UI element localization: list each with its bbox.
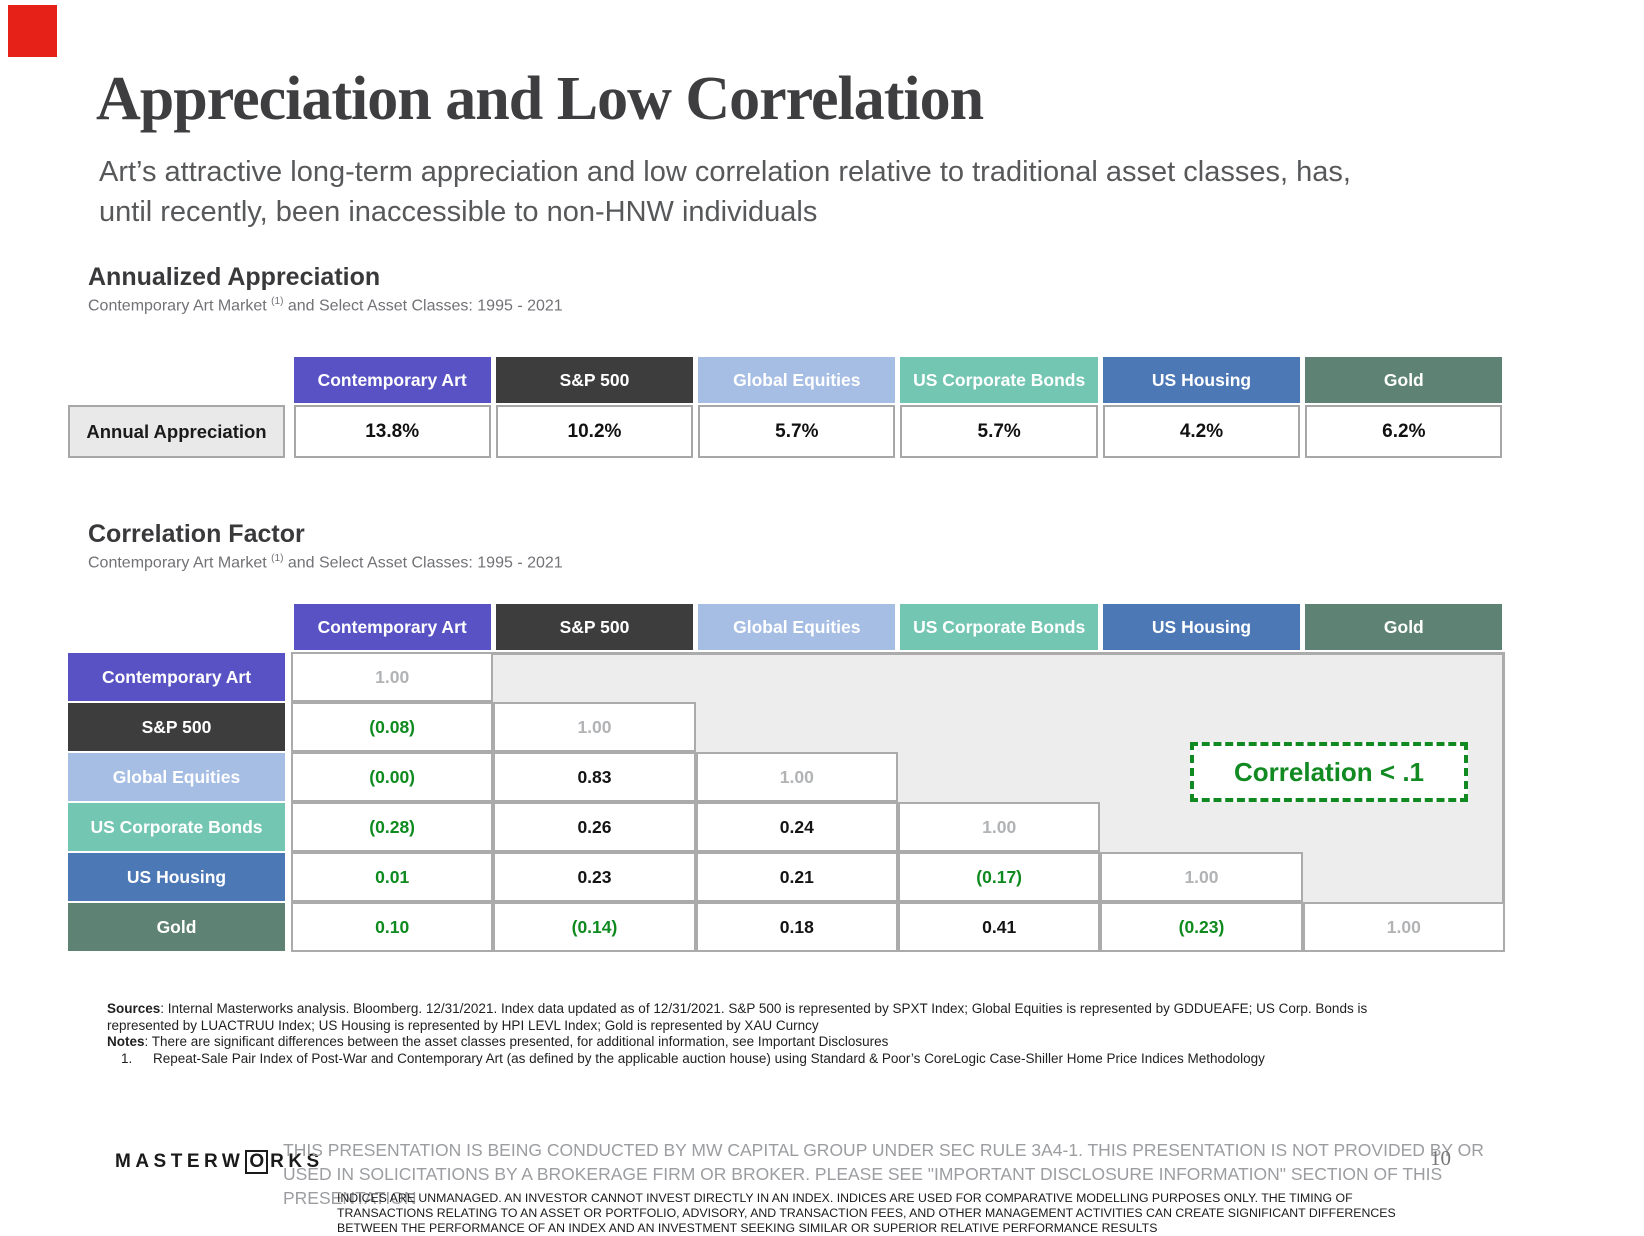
appreciation-value-gold: 6.2% xyxy=(1305,405,1503,458)
correlation-section-subheading: Contemporary Art Market (1) and Select A… xyxy=(88,553,563,572)
correlation-row-label-contemporary-art: Contemporary Art xyxy=(68,653,285,701)
column-header-gold: Gold xyxy=(1305,357,1503,403)
correlation-row-label-us-corporate-bonds: US Corporate Bonds xyxy=(68,803,285,851)
column-header-us-housing: US Housing xyxy=(1102,604,1301,650)
sources-text: : Internal Masterworks analysis. Bloombe… xyxy=(107,1001,1368,1033)
appreciation-table-header-row: Contemporary Art S&P 500 Global Equities US… xyxy=(68,357,1505,403)
appreciation-value-s-p-500: 10.2% xyxy=(495,405,694,458)
appreciation-section-subheading: Contemporary Art Market (1) and Select A… xyxy=(88,296,563,315)
correlation-cell-us-housing-x-global-equities: 0.21 xyxy=(695,852,898,902)
correlation-sub-footnote-marker: (1) xyxy=(271,553,284,564)
column-header-us-corporate-bonds: US Corporate Bonds xyxy=(900,604,1098,650)
subtitle-line-1: Art’s attractive long-term appreciation … xyxy=(99,156,1351,188)
column-header-contemporary-art: Contemporary Art xyxy=(293,357,491,403)
correlation-cell-us-housing-x-us-corporate-bonds: (0.17) xyxy=(897,852,1101,902)
correlation-callout-box: Correlation < .1 xyxy=(1190,742,1468,802)
appreciation-value-global-equities: 5.7% xyxy=(698,405,896,458)
logo-text-post: RKS xyxy=(270,1151,324,1172)
sources-line: Sources: Internal Masterworks analysis. … xyxy=(107,1001,1392,1034)
correlation-cell-gold-x-us-housing: (0.23) xyxy=(1100,902,1303,952)
correlation-section-heading: Correlation Factor xyxy=(88,520,305,548)
column-header-global-equities: Global Equities xyxy=(698,357,896,403)
page-number: 10 xyxy=(1430,1146,1451,1170)
correlation-sub-pre: Contemporary Art Market xyxy=(88,554,272,572)
footnotes-block: Sources: Internal Masterworks analysis. … xyxy=(107,1001,1392,1067)
correlation-cell-us-housing-x-contemporary-art: 0.01 xyxy=(291,852,494,902)
correlation-cell-us-housing-x-us-housing: 1.00 xyxy=(1100,852,1303,902)
correlation-cell-us-corporate-bonds-x-contemporary-art: (0.28) xyxy=(291,802,494,852)
column-header-global-equities: Global Equities xyxy=(698,604,896,650)
correlation-cell-gold-x-gold: 1.00 xyxy=(1302,902,1505,952)
correlation-cell-global-equities-x-s-p-500: 0.83 xyxy=(493,752,696,802)
correlation-cell-us-corporate-bonds-x-s-p-500: 0.26 xyxy=(493,802,696,852)
correlation-cell-us-corporate-bonds-x-global-equities: 0.24 xyxy=(695,802,898,852)
correlation-cell-s-p-500-x-s-p-500: 1.00 xyxy=(493,702,696,752)
notes-line: Notes: There are significant differences… xyxy=(107,1034,1392,1051)
column-header-us-corporate-bonds: US Corporate Bonds xyxy=(900,357,1098,403)
note-number: 1. xyxy=(121,1050,133,1066)
correlation-row-label-global-equities: Global Equities xyxy=(68,753,285,801)
page-title: Appreciation and Low Correlation xyxy=(96,65,984,133)
appreciation-value-us-corporate-bonds: 5.7% xyxy=(900,405,1098,458)
correlation-empty-region xyxy=(493,652,1505,702)
page-subtitle: Art’s attractive long-term appreciation … xyxy=(99,152,1351,232)
correlation-cell-us-housing-x-s-p-500: 0.23 xyxy=(493,852,696,902)
appreciation-value-contemporary-art: 13.8% xyxy=(293,405,491,458)
column-header-gold: Gold xyxy=(1305,604,1503,650)
masterworks-logo: MASTERW O RKS xyxy=(115,1150,324,1174)
correlation-cell-us-corporate-bonds-x-us-corporate-bonds: 1.00 xyxy=(897,802,1101,852)
note-text: Repeat-Sale Pair Index of Post-War and C… xyxy=(153,1050,1265,1066)
logo-boxed-o: O xyxy=(245,1150,269,1174)
appreciation-row-label: Annual Appreciation xyxy=(68,405,285,458)
correlation-matrix: Contemporary Art 1.00 S&P 500 (0.08) 1.00 Glo… xyxy=(68,652,1505,952)
correlation-cell-global-equities-x-global-equities: 1.00 xyxy=(695,752,898,802)
sources-label: Sources xyxy=(107,1001,161,1016)
appreciation-sub-footnote-marker: (1) xyxy=(271,296,284,307)
correlation-row-label-gold: Gold xyxy=(68,903,285,951)
correlation-cell-s-p-500-x-contemporary-art: (0.08) xyxy=(291,702,494,752)
correlation-empty-region xyxy=(1302,852,1505,902)
appreciation-sub-pre: Contemporary Art Market xyxy=(88,297,272,315)
correlation-cell-global-equities-x-contemporary-art: (0.00) xyxy=(291,752,494,802)
appreciation-table-value-row: Annual Appreciation 13.8% 10.2% 5.7% 5.7% 4.… xyxy=(68,405,1505,458)
correlation-cell-gold-x-us-corporate-bonds: 0.41 xyxy=(897,902,1101,952)
subtitle-line-2: until recently, been inaccessible to non… xyxy=(99,196,818,228)
correlation-empty-region xyxy=(1100,802,1505,852)
correlation-cell-gold-x-global-equities: 0.18 xyxy=(695,902,898,952)
logo-text-pre: MASTERW xyxy=(115,1151,245,1172)
correlation-row-label-s-p-500: S&P 500 xyxy=(68,703,285,751)
correlation-cell-gold-x-s-p-500: (0.14) xyxy=(493,902,696,952)
red-accent-square xyxy=(8,5,57,57)
column-header-s-p-500: S&P 500 xyxy=(495,357,694,403)
indices-disclaimer-text: INDICES ARE UNMANAGED. AN INVESTOR CANNO… xyxy=(337,1191,1396,1235)
column-header-s-p-500: S&P 500 xyxy=(495,604,694,650)
correlation-table-header-row: Contemporary Art S&P 500 Global Equities US… xyxy=(68,604,1505,650)
column-header-contemporary-art: Contemporary Art xyxy=(293,604,491,650)
appreciation-sub-post: and Select Asset Classes: 1995 - 2021 xyxy=(283,297,563,315)
correlation-cell-gold-x-contemporary-art: 0.10 xyxy=(291,902,494,952)
column-header-us-housing: US Housing xyxy=(1102,357,1301,403)
numbered-note: 1. Repeat-Sale Pair Index of Post-War an… xyxy=(107,1051,1392,1068)
appreciation-section-heading: Annualized Appreciation xyxy=(88,263,381,291)
appreciation-value-us-housing: 4.2% xyxy=(1102,405,1301,458)
notes-label: Notes xyxy=(107,1034,145,1049)
notes-text: : There are significant differences betw… xyxy=(144,1034,889,1049)
correlation-row-label-us-housing: US Housing xyxy=(68,853,285,901)
correlation-sub-post: and Select Asset Classes: 1995 - 2021 xyxy=(283,554,563,572)
correlation-cell-contemporary-art-x-contemporary-art: 1.00 xyxy=(291,652,494,702)
sec-disclaimer-text: THIS PRESENTATION IS BEING CONDUCTED BY … xyxy=(283,1140,1484,1208)
